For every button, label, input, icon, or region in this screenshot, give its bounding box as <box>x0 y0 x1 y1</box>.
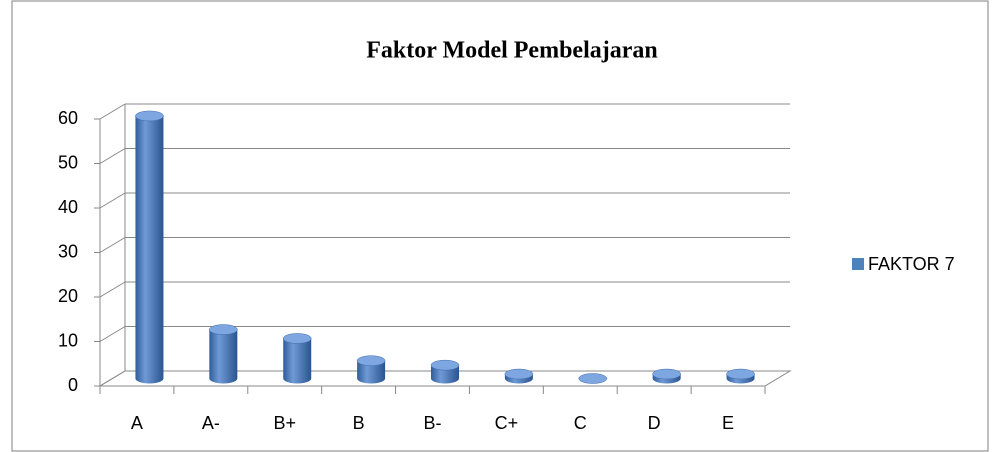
x-tick-label: B <box>353 413 365 433</box>
bar <box>209 329 238 384</box>
frame <box>11 0 989 452</box>
bar <box>135 115 164 384</box>
grid-line <box>99 148 126 164</box>
bar-top <box>726 368 755 380</box>
y-tick-label: 30 <box>58 241 78 261</box>
bar-top <box>209 324 238 335</box>
grid-line <box>99 281 126 298</box>
chart-title: Faktor Model Pembelajaran <box>366 38 658 64</box>
x-tick-label: B- <box>424 413 442 433</box>
x-tick-label: B+ <box>273 413 296 433</box>
legend-label: FAKTOR 7 <box>868 254 955 274</box>
grid-line <box>99 192 126 209</box>
grid-line <box>99 237 126 253</box>
x-tick-label: C+ <box>495 413 519 433</box>
bar <box>357 360 386 384</box>
bar-top <box>282 333 312 344</box>
grid-line <box>99 103 126 120</box>
legend-swatch <box>852 258 864 270</box>
y-tick-label: 50 <box>58 152 78 172</box>
bar-top <box>504 368 534 380</box>
y-tick-label: 20 <box>58 286 78 306</box>
grid-line <box>99 370 126 387</box>
y-tick-label: 0 <box>68 375 78 395</box>
bar-top <box>135 110 164 122</box>
bar <box>283 338 312 384</box>
y-tick-label: 10 <box>58 330 78 350</box>
grid-line <box>99 326 126 342</box>
x-tick-label: C <box>574 413 587 433</box>
bar-top <box>578 373 608 384</box>
y-tick-label: 60 <box>58 108 78 128</box>
x-tick-label: E <box>722 413 734 433</box>
bar-top <box>356 355 386 366</box>
bar-top <box>652 368 681 380</box>
x-tick-label: D <box>648 413 661 433</box>
bar-top <box>430 359 460 371</box>
x-tick-label: A- <box>202 413 220 433</box>
y-tick-label: 40 <box>58 197 78 217</box>
x-tick-label: A <box>131 413 143 433</box>
